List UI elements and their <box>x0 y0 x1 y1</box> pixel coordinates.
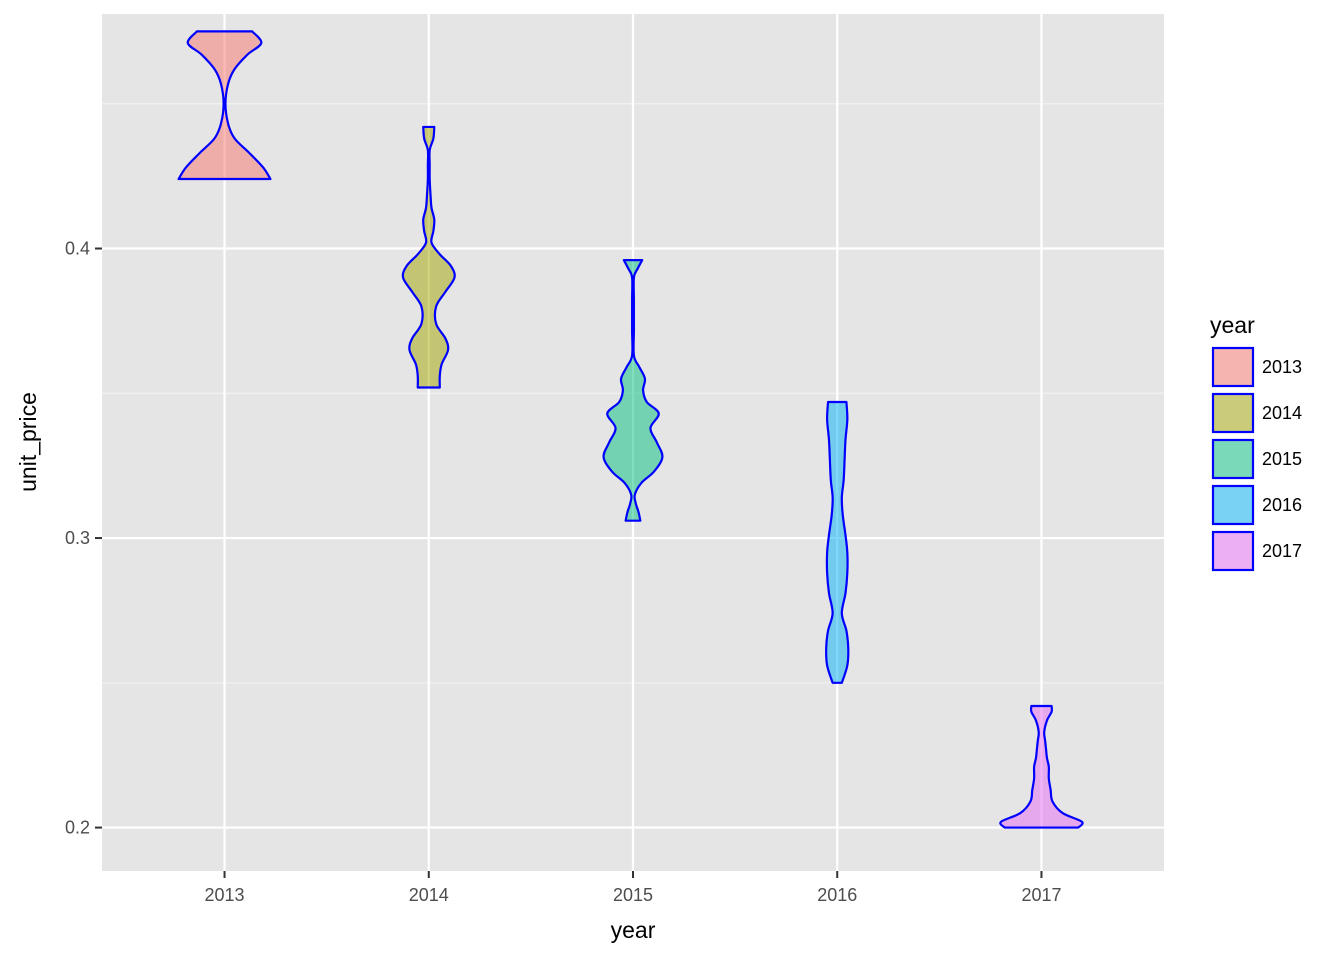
y-tick-label: 0.2 <box>65 818 90 838</box>
y-axis: 0.2 0.3 0.4 <box>65 239 102 838</box>
y-axis-title: unit_price <box>15 392 41 492</box>
legend-label: 2014 <box>1262 403 1302 423</box>
legend-swatch-2013 <box>1211 346 1255 388</box>
legend-label: 2017 <box>1262 541 1302 561</box>
legend-swatch-2015 <box>1211 438 1255 480</box>
x-tick-label: 2017 <box>1021 885 1061 905</box>
violin-2017 <box>999 704 1084 829</box>
x-tick-label: 2015 <box>613 885 653 905</box>
violin-2016 <box>825 400 850 684</box>
legend-swatch-2016 <box>1211 484 1255 526</box>
y-tick-label: 0.4 <box>65 239 90 259</box>
x-tick-label: 2016 <box>817 885 857 905</box>
violin-2014 <box>401 125 456 389</box>
violin-2015 <box>602 259 664 522</box>
x-tick-label: 2013 <box>205 885 245 905</box>
y-tick-label: 0.3 <box>65 528 90 548</box>
legend-label: 2016 <box>1262 495 1302 515</box>
legend-label: 2015 <box>1262 449 1302 469</box>
legend-swatch-2017 <box>1211 530 1255 572</box>
legend-swatch-2014 <box>1211 392 1255 434</box>
legend-title: year <box>1210 312 1255 338</box>
legend: year 2013 2014 2015 2016 2017 <box>1210 312 1302 572</box>
x-axis: 2013 2014 2015 2016 2017 <box>205 871 1061 905</box>
x-tick-label: 2014 <box>409 885 449 905</box>
legend-label: 2013 <box>1262 357 1302 377</box>
x-axis-title: year <box>611 917 656 943</box>
violin-2013 <box>177 30 272 181</box>
violins <box>177 30 1084 829</box>
